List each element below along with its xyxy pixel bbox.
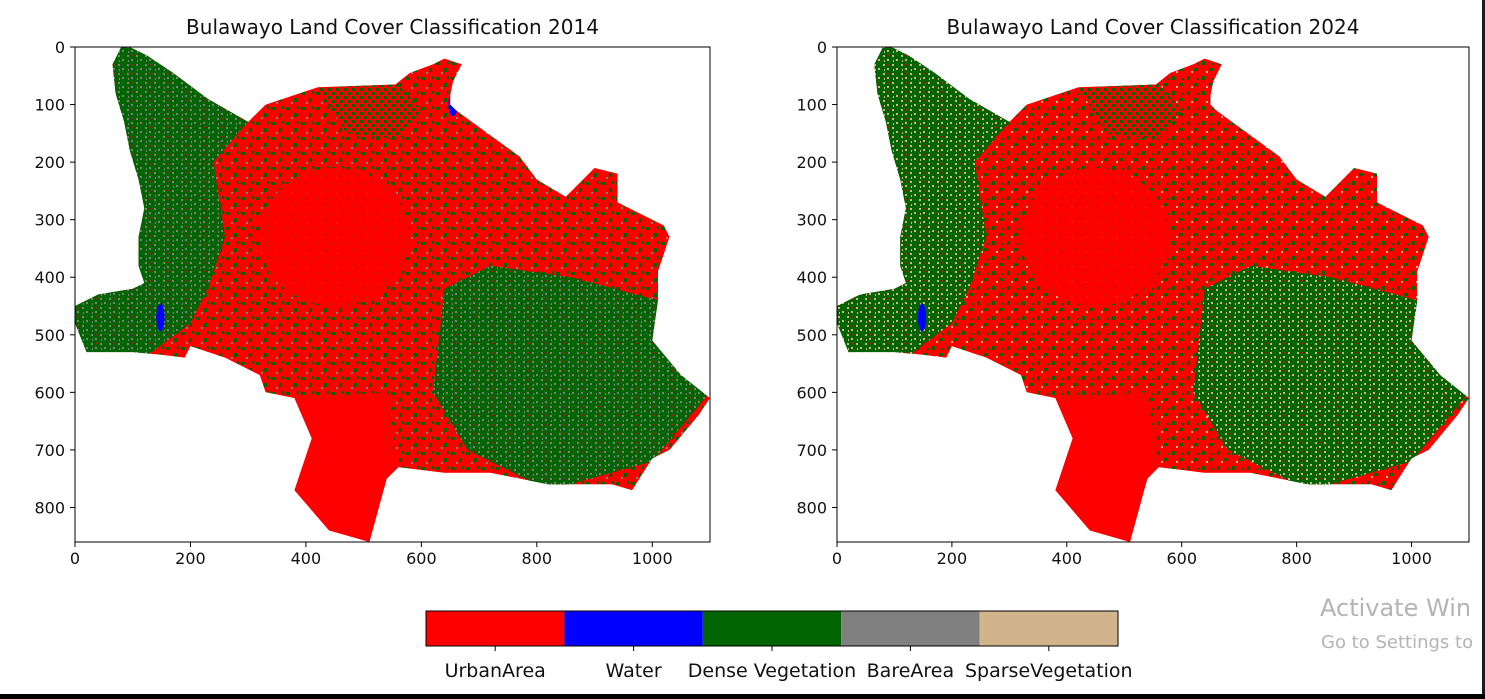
panel-1-xtick-label-400: 400 [291,549,322,568]
panel-2-ytick-label-700: 700 [796,441,827,460]
panel-2-frame [836,46,1470,543]
panel-1-xtick-label-800: 800 [522,549,553,568]
colorbar-swatch-water [564,611,703,646]
colorbar-swatch-dense-vegetation [702,611,842,646]
colorbar-label-urbanarea: UrbanArea [445,660,546,682]
colorbar-legend: UrbanArea Water Dense Vegetation BareArea Sp… [425,610,1133,682]
colorbar-frame [425,610,1119,647]
panel-2-xtick-label-1000: 1000 [1391,549,1432,568]
panel-2-map-urban-south [1055,392,1159,542]
panel-1-map-north-vegetation [317,84,422,140]
panel-2-title: Bulawayo Land Cover Classification 2024 [947,15,1360,39]
colorbar-swatch-barearea [841,611,980,646]
colorbar-label-sparsevegetation: SparseVegetation [965,660,1133,682]
panel-2-axes: Bulawayo Land Cover Classification 2024 0… [796,15,1470,568]
panel-1-xtick-label-600: 600 [406,549,437,568]
panel-2-ytick-label-600: 600 [796,383,827,402]
panel-2-ytick-label-400: 400 [796,268,827,287]
panel-2-xtick-label-600: 600 [1166,549,1197,568]
watermark-title: Activate Win [1320,594,1472,622]
panel-1-ytick-label-200: 200 [34,153,65,172]
panel-2-ytick-label-500: 500 [796,326,827,345]
panel-2-xtick-label-200: 200 [937,549,968,568]
colorbar-label-water: Water [606,660,662,682]
panel-1-map [75,47,710,542]
panel-1-ytick-label-0: 0 [55,38,65,57]
panel-2-ytick-label-800: 800 [796,498,827,517]
panel-2-map-water-west [918,303,927,332]
colorbar-swatch-sparsevegetation [979,611,1118,646]
panel-1-ytick-label-300: 300 [34,211,65,230]
panel-1-xtick-label-1000: 1000 [632,549,673,568]
panel-1-ytick-label-400: 400 [34,268,65,287]
panel-2-xtick-label-0: 0 [832,549,842,568]
colorbar-swatch-urbanarea [426,611,565,646]
watermark-subtitle: Go to Settings to [1321,632,1474,653]
panel-1-ytick-label-100: 100 [34,96,65,115]
panel-1-map-water-west [156,303,165,332]
panel-1-ytick-label-800: 800 [34,498,65,517]
panel-2-ytick-label-300: 300 [796,211,827,230]
panel-1-ytick-label-500: 500 [34,326,65,345]
panel-1-xtick-label-0: 0 [70,549,80,568]
panel-2-map-east-vegetation [1193,265,1469,491]
panel-1-ytick-label-600: 600 [34,383,65,402]
panel-1-xtick-label-200: 200 [175,549,206,568]
panel-1-map-east-vegetation [432,265,710,491]
panel-2-ytick-label-100: 100 [796,96,827,115]
window-edge [1482,0,1485,694]
panel-2-xtick-label-800: 800 [1281,549,1312,568]
panel-2-map-north-vegetation [1078,84,1182,140]
panel-2-xtick-label-400: 400 [1052,549,1083,568]
panel-2-ytick-label-200: 200 [796,153,827,172]
panel-1-map-west-vegetation [75,47,249,358]
colorbar-label-dense-vegetation: Dense Vegetation [688,660,856,682]
panel-2-map [837,47,1469,542]
panel-1-frame [74,46,711,543]
panel-1-ytick-label-700: 700 [34,441,65,460]
panel-2-map-west-vegetation [837,47,1010,358]
panel-1-axes: Bulawayo Land Cover Classification 2014 0… [34,15,711,568]
panel-2-map-urban-core [1020,167,1171,307]
panel-1-title: Bulawayo Land Cover Classification 2014 [186,15,599,39]
panel-1-map-urban-core [259,167,410,307]
panel-1-map-urban-south [294,392,399,542]
colorbar-label-barearea: BareArea [867,660,955,682]
panel-2-ytick-label-0: 0 [817,38,827,57]
panel-1-map-water-north [448,93,458,117]
